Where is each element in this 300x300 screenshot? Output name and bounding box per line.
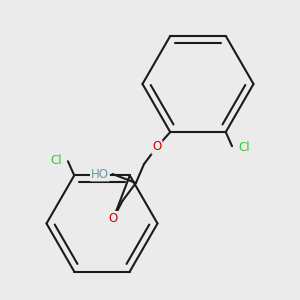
Text: O: O [109,212,118,225]
Text: O: O [152,140,161,154]
Text: Cl: Cl [50,154,62,167]
Text: HO: HO [91,167,109,181]
Text: Cl: Cl [238,141,250,154]
